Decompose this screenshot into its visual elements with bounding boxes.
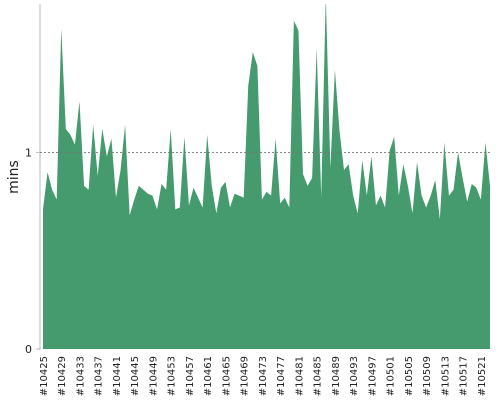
y-tick-label: 0 — [25, 343, 32, 356]
x-tick-label: #10477 — [276, 356, 287, 396]
x-tick-label: #10441 — [112, 356, 123, 396]
x-tick-label: #10501 — [386, 356, 397, 396]
y-tick-label: 1 — [25, 146, 32, 159]
x-tick-label: #10429 — [57, 356, 68, 396]
x-tick-label: #10521 — [477, 356, 488, 396]
x-tick-label: #10465 — [221, 356, 232, 396]
x-tick-label: #10433 — [75, 356, 86, 396]
y-axis-label: mins — [6, 160, 22, 194]
x-tick-label: #10437 — [94, 356, 105, 396]
x-tick-label: #10485 — [313, 356, 324, 396]
x-tick-label: #10457 — [185, 356, 196, 396]
x-tick-label: #10509 — [422, 356, 433, 396]
x-tick-label: #10469 — [240, 356, 251, 396]
x-tick-label: #10517 — [459, 356, 470, 396]
x-tick-label: #10449 — [148, 356, 159, 396]
x-tick-label: #10473 — [258, 356, 269, 396]
x-tick-label: #10489 — [331, 356, 342, 396]
x-tick-label: #10497 — [367, 356, 378, 396]
area — [43, 4, 490, 349]
x-tick-label: #10505 — [404, 356, 415, 396]
x-tick-label: #10461 — [203, 356, 214, 396]
x-tick-label: #10453 — [167, 356, 178, 396]
x-tick-label: #10493 — [349, 356, 360, 396]
x-tick-label: #10445 — [130, 356, 141, 396]
x-tick-label: #10481 — [294, 356, 305, 396]
x-tick-label: #10513 — [440, 356, 451, 396]
x-tick-label: #10425 — [39, 356, 50, 396]
